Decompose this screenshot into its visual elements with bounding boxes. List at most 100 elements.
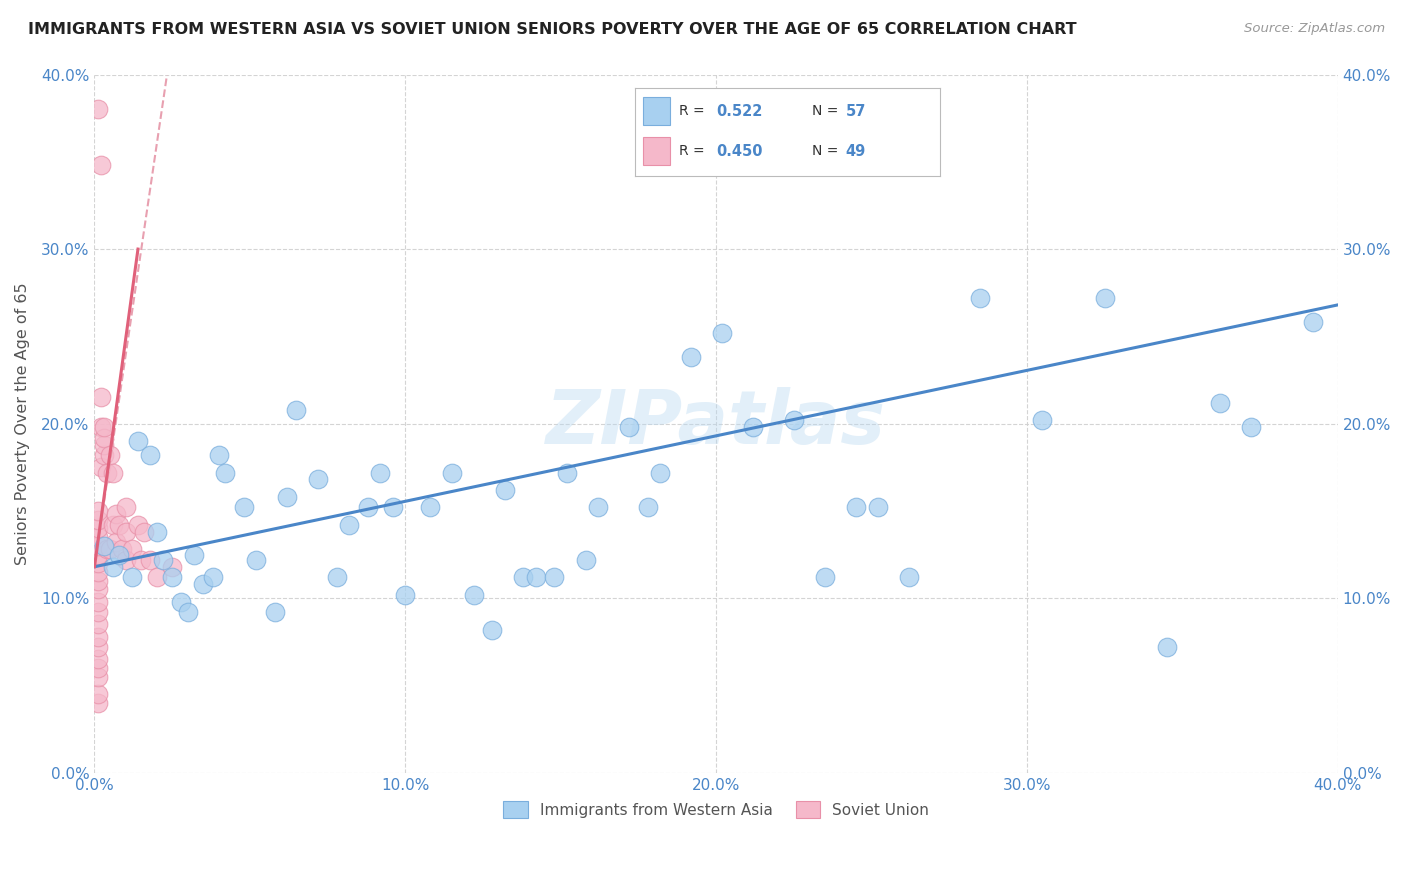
Point xyxy=(105,535,128,549)
Point xyxy=(86,504,108,518)
Point xyxy=(145,570,167,584)
Point xyxy=(214,466,236,480)
Point xyxy=(86,687,108,701)
Point xyxy=(127,434,149,448)
Point xyxy=(93,420,115,434)
Point xyxy=(193,577,215,591)
Point xyxy=(86,574,108,588)
Point xyxy=(86,530,108,544)
Point xyxy=(96,466,118,480)
Point xyxy=(101,517,124,532)
Point xyxy=(139,553,162,567)
Point xyxy=(845,500,868,515)
Point xyxy=(263,605,285,619)
Point xyxy=(637,500,659,515)
Legend: Immigrants from Western Asia, Soviet Union: Immigrants from Western Asia, Soviet Uni… xyxy=(496,795,935,824)
Point xyxy=(866,500,889,515)
Point xyxy=(170,595,193,609)
Point xyxy=(86,652,108,666)
Point xyxy=(1208,395,1230,409)
Point xyxy=(742,420,765,434)
Point xyxy=(512,570,534,584)
Point xyxy=(86,640,108,654)
Point xyxy=(98,448,121,462)
Point xyxy=(101,559,124,574)
Point xyxy=(245,553,267,567)
Point xyxy=(307,473,329,487)
Point xyxy=(111,542,134,557)
Point xyxy=(419,500,441,515)
Point xyxy=(177,605,200,619)
Point xyxy=(93,431,115,445)
Point xyxy=(463,588,485,602)
Point xyxy=(86,556,108,570)
Point xyxy=(86,103,108,117)
Point xyxy=(145,524,167,539)
Point xyxy=(1094,291,1116,305)
Point xyxy=(1302,315,1324,329)
Point xyxy=(574,553,596,567)
Point xyxy=(86,696,108,710)
Point xyxy=(93,539,115,553)
Point xyxy=(1031,413,1053,427)
Point xyxy=(381,500,404,515)
Point xyxy=(86,521,108,535)
Point xyxy=(86,513,108,527)
Point xyxy=(108,548,131,562)
Point xyxy=(543,570,565,584)
Point xyxy=(90,158,112,172)
Point xyxy=(96,542,118,557)
Point xyxy=(232,500,254,515)
Point xyxy=(86,595,108,609)
Point xyxy=(121,542,143,557)
Text: ZIPatlas: ZIPatlas xyxy=(546,387,886,460)
Point xyxy=(98,542,121,557)
Point xyxy=(114,524,136,539)
Point xyxy=(160,559,183,574)
Point xyxy=(326,570,349,584)
Point xyxy=(555,466,578,480)
Point xyxy=(494,483,516,497)
Point xyxy=(969,291,991,305)
Point xyxy=(108,517,131,532)
Point xyxy=(440,466,463,480)
Point xyxy=(129,553,152,567)
Point xyxy=(524,570,547,584)
Point xyxy=(114,500,136,515)
Point xyxy=(648,466,671,480)
Point xyxy=(105,508,128,522)
Point xyxy=(394,588,416,602)
Point xyxy=(86,582,108,597)
Point xyxy=(357,500,380,515)
Point xyxy=(93,448,115,462)
Point xyxy=(783,413,806,427)
Point xyxy=(101,466,124,480)
Point xyxy=(134,524,156,539)
Point xyxy=(183,548,205,562)
Text: Source: ZipAtlas.com: Source: ZipAtlas.com xyxy=(1244,22,1385,36)
Point xyxy=(86,548,108,562)
Point xyxy=(152,553,174,567)
Point xyxy=(86,661,108,675)
Point xyxy=(90,391,112,405)
Point xyxy=(370,466,392,480)
Point xyxy=(711,326,734,340)
Point xyxy=(201,570,224,584)
Text: IMMIGRANTS FROM WESTERN ASIA VS SOVIET UNION SENIORS POVERTY OVER THE AGE OF 65 : IMMIGRANTS FROM WESTERN ASIA VS SOVIET U… xyxy=(28,22,1077,37)
Point xyxy=(114,553,136,567)
Point xyxy=(160,570,183,584)
Point xyxy=(481,623,503,637)
Point xyxy=(586,500,609,515)
Point xyxy=(127,517,149,532)
Point xyxy=(121,570,143,584)
Point xyxy=(1156,640,1178,654)
Point xyxy=(1239,420,1261,434)
Point xyxy=(86,565,108,579)
Point xyxy=(86,539,108,553)
Point xyxy=(617,420,640,434)
Point xyxy=(90,420,112,434)
Point xyxy=(86,605,108,619)
Point xyxy=(681,351,703,365)
Point xyxy=(90,460,112,475)
Point xyxy=(285,402,308,417)
